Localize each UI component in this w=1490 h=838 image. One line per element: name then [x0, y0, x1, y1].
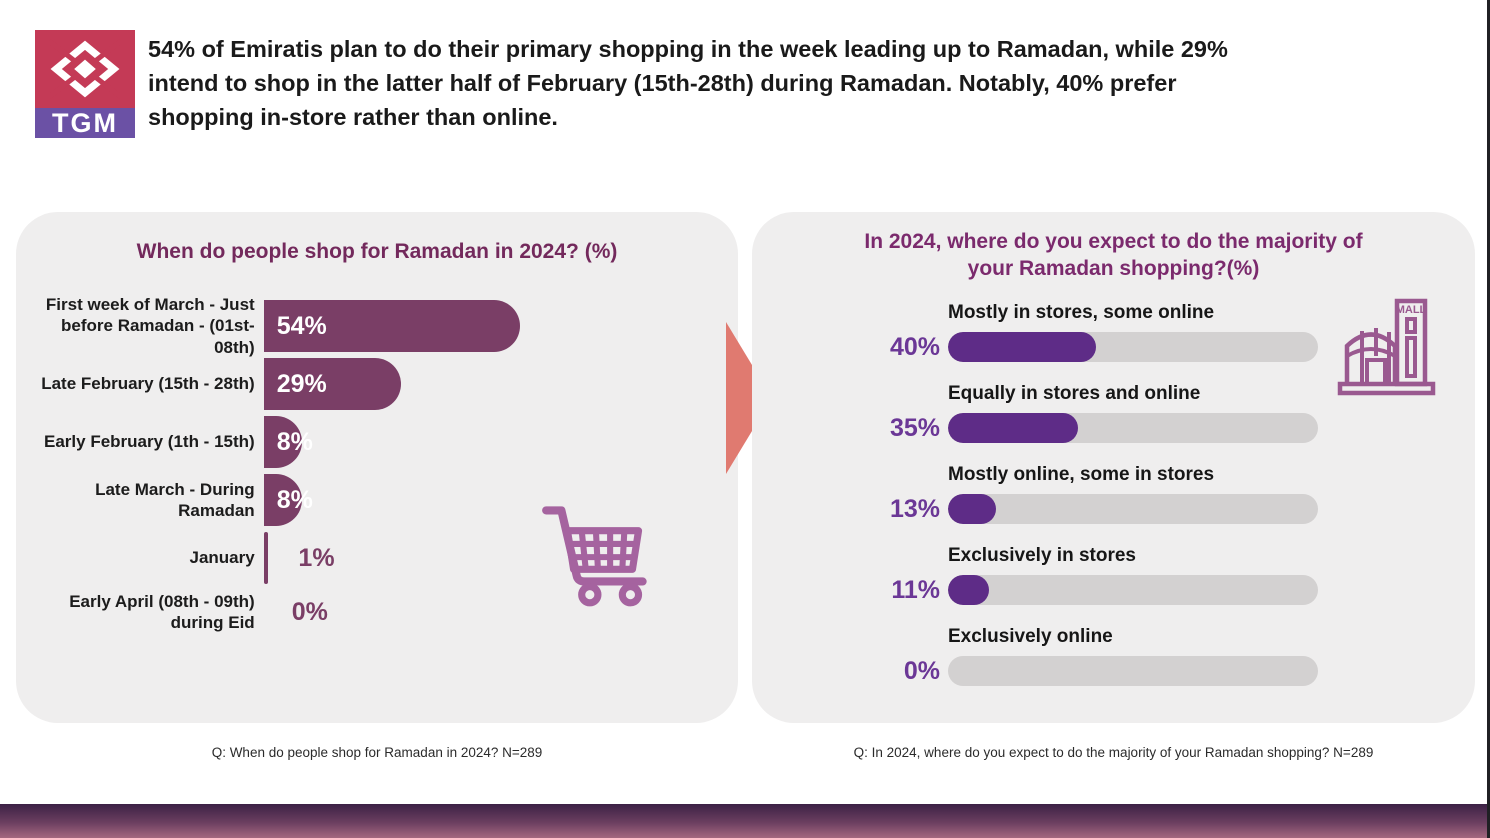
chart-row-mostly-stores: Mostly in stores, some online 40% [752, 302, 1475, 362]
bar-area: 8% [263, 474, 738, 526]
bar-track [948, 413, 1318, 443]
row-label: Late March - During Ramadan [95, 479, 255, 520]
row-label: Early February (1th - 15th) [44, 432, 255, 452]
mall-icon-text: MALL [1396, 304, 1427, 316]
bar-value-label: 8% [276, 485, 313, 514]
bar-value-label: 0% [903, 656, 940, 685]
row-label: Equally in stores and online [948, 383, 1201, 404]
chart-row-exclusively-online: Exclusively online 0% [752, 626, 1475, 686]
left-chart-rows: First week of March - Just before Ramada… [16, 295, 738, 634]
bar-row: 35% [872, 413, 1475, 443]
bottom-gradient-bar [0, 804, 1490, 838]
bar-early-february: 8% [263, 416, 313, 468]
row-label: Exclusively in stores [948, 545, 1136, 566]
window-right-edge [1487, 0, 1490, 838]
bar-value-label: 13% [889, 494, 940, 523]
headline: 54% of Emiratis plan to do their primary… [148, 32, 1448, 134]
bar-mostly-stores [948, 332, 1096, 362]
chart-row-first-week-march: First week of March - Just before Ramada… [16, 295, 738, 357]
row-label: Mostly in stores, some online [948, 302, 1215, 323]
diamond-icon [49, 39, 121, 99]
bar-value-label: 35% [889, 413, 940, 442]
chart-row-mostly-online: Mostly online, some in stores 13% [752, 464, 1475, 524]
tgm-logo-emblem [35, 30, 135, 108]
tgm-logo: TGM [35, 30, 135, 138]
row-label: Early April (08th - 09th) during Eid [69, 591, 255, 632]
bar-equally [948, 413, 1078, 443]
bar-value-label: 1% [298, 543, 335, 572]
bar-value-label: 11% [891, 575, 940, 604]
bar-mostly-online [948, 494, 997, 524]
tgm-logo-wordmark: TGM [35, 108, 135, 138]
right-chart-title: In 2024, where do you expect to do the m… [752, 212, 1475, 282]
chart-row-early-april: Early April (08th - 09th) during Eid 0% [16, 590, 738, 634]
left-chart-panel: When do people shop for Ramadan in 2024?… [16, 212, 738, 723]
row-label: January [189, 548, 255, 568]
row-label: Late February (15th - 28th) [41, 374, 255, 394]
bar-value-label: 40% [889, 332, 940, 361]
row-label: Exclusively online [948, 626, 1113, 647]
chart-row-late-february: Late February (15th - 28th) 29% [16, 358, 738, 410]
headline-line-1: 54% of Emiratis plan to do their primary… [148, 36, 1228, 62]
bar-january [263, 532, 269, 584]
bar-value-label: 8% [276, 427, 313, 456]
bar-first-week-march: 54% [263, 300, 520, 352]
headline-line-2: intend to shop in the latter half of Feb… [148, 70, 1177, 96]
right-chart-title-line-2: your Ramadan shopping?(%) [967, 257, 1260, 280]
headline-line-3: shopping in-store rather than online. [148, 104, 558, 130]
left-chart-source-note: Q: When do people shop for Ramadan in 20… [211, 745, 543, 760]
right-chart-rows: Mostly in stores, some online 40% Equall… [752, 302, 1475, 686]
chart-row-early-february: Early February (1th - 15th) 8% [16, 416, 738, 468]
bar-late-february: 29% [263, 358, 402, 410]
bar-late-march: 8% [263, 474, 313, 526]
bar-area: 1% [263, 532, 738, 584]
bar-value-label: 54% [276, 311, 327, 340]
chart-row-equally: Equally in stores and online 35% [752, 383, 1475, 443]
left-chart-title: When do people shop for Ramadan in 2024?… [136, 240, 618, 263]
bar-area: 0% [264, 590, 738, 634]
chart-row-exclusively-stores: Exclusively in stores 11% [752, 545, 1475, 605]
bar-track [948, 494, 1318, 524]
chart-row-january: January 1% [16, 532, 738, 584]
right-chart-panel: In 2024, where do you expect to do the m… [752, 212, 1475, 723]
bar-row: 0% [872, 656, 1475, 686]
mall-building-icon: MALL [1337, 297, 1437, 399]
bar-row: 11% [872, 575, 1475, 605]
bar-value-label: 29% [276, 369, 327, 398]
tgm-logo-text: TGM [52, 108, 118, 138]
row-label: First week of March - Just before Ramada… [45, 295, 255, 357]
bar-track [948, 656, 1318, 686]
bar-area: 29% [263, 358, 738, 410]
row-label: Mostly online, some in stores [948, 464, 1215, 485]
bar-value-label: 0% [291, 597, 328, 626]
bar-row: 13% [872, 494, 1475, 524]
right-chart-source-note: Q: In 2024, where do you expect to do th… [853, 745, 1374, 760]
right-chart-title-line-1: In 2024, where do you expect to do the m… [864, 230, 1363, 253]
shopping-cart-icon [536, 488, 668, 610]
bar-track [948, 575, 1318, 605]
bar-exclusively-stores [948, 575, 989, 605]
chart-row-late-march: Late March - During Ramadan 8% [16, 474, 738, 526]
bar-track [948, 332, 1318, 362]
bar-area: 54% [263, 300, 738, 352]
bar-area: 8% [263, 416, 738, 468]
bar-row: 40% [872, 332, 1475, 362]
